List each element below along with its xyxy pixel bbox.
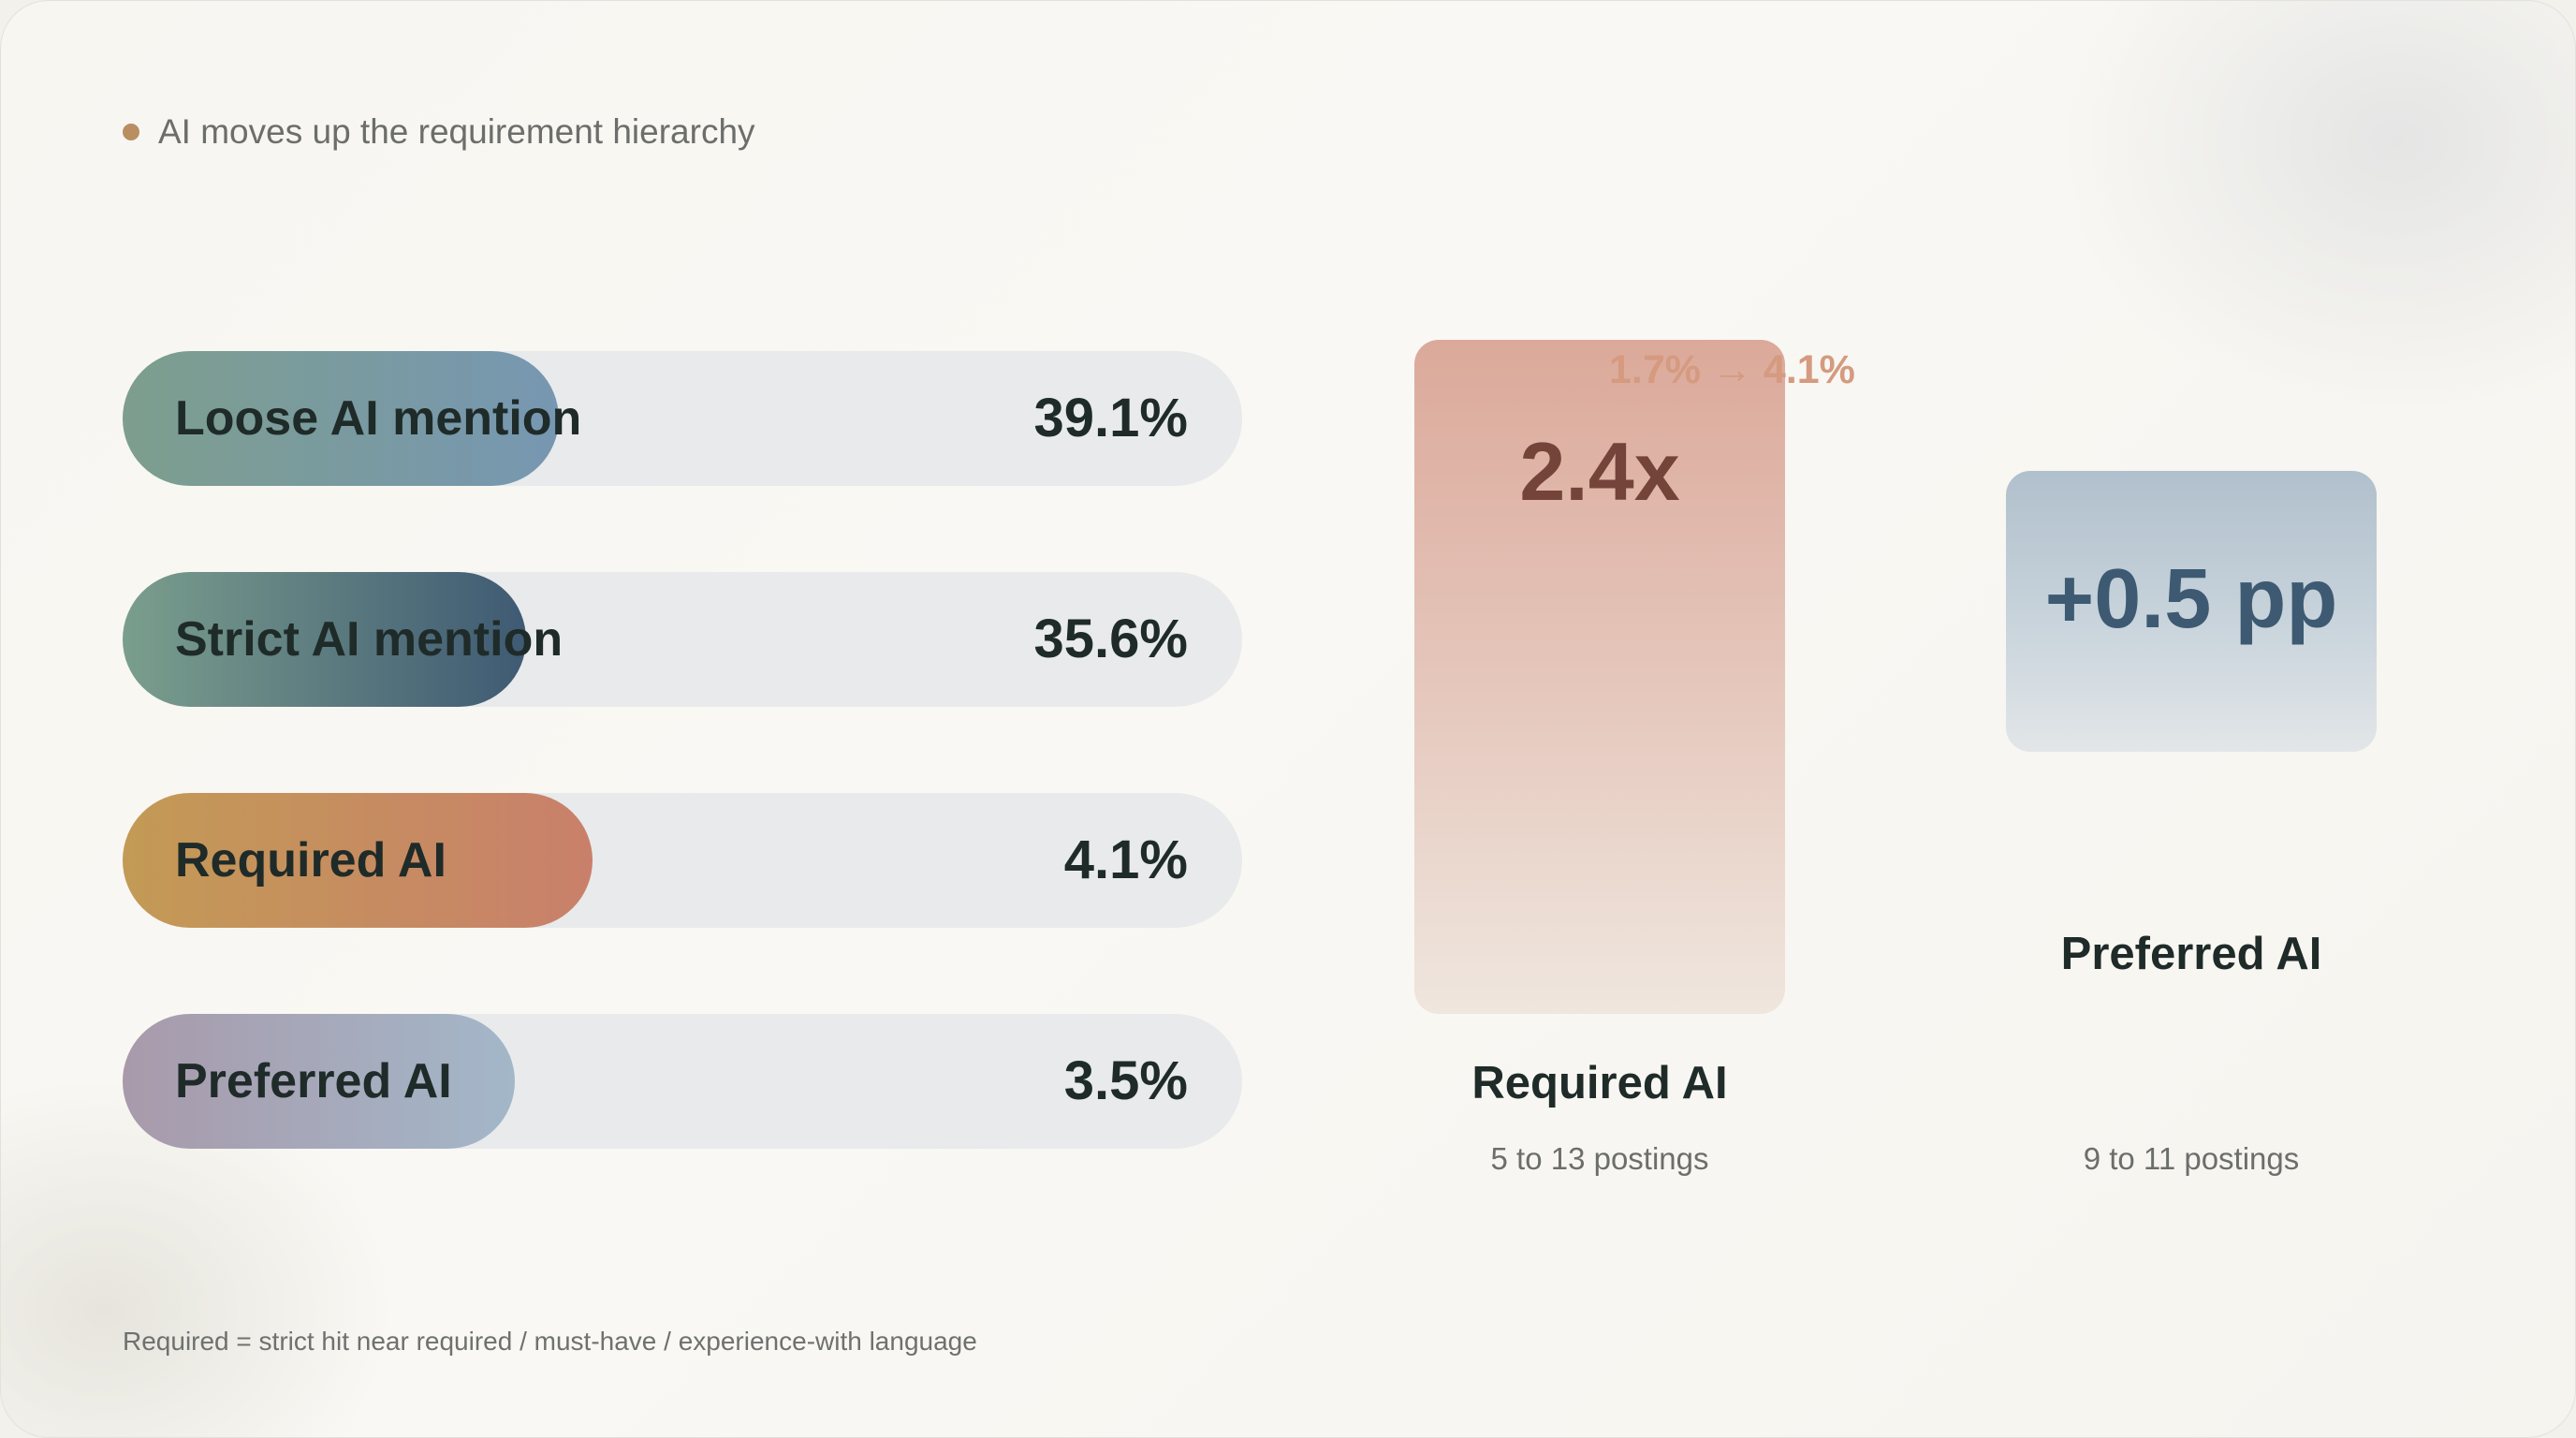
bar-fill (123, 351, 559, 486)
bullet-dot-icon (123, 124, 139, 140)
required-ai-change: 1.7% → 4.1% (1609, 347, 1855, 392)
preferred-ai-delta: +0.5 pp (2044, 552, 2338, 646)
bar-row: Required AI 4.1% (123, 793, 1242, 928)
bar-fill (123, 1014, 515, 1149)
bar-value: 35.6% (1033, 609, 1188, 669)
footnote: Required = strict hit near required / mu… (123, 1327, 977, 1356)
bar-label: Strict AI mention (175, 612, 564, 667)
bar-label: Preferred AI (175, 1054, 452, 1108)
horizontal-bar-chart: Loose AI mention 39.1% Strict AI mention 35… (123, 351, 1242, 1235)
bar-label: Required AI (175, 833, 446, 888)
bar-fill (123, 572, 526, 707)
bar-row: Loose AI mention 39.1% (123, 351, 1242, 486)
preferred-ai-tile: +0.5 pp (2006, 471, 2377, 752)
preferred-ai-title: Preferred AI (2060, 929, 2322, 979)
bar-fill (123, 793, 593, 928)
required-ai-postings: 5 to 13 postings (1490, 1141, 1709, 1176)
kicker: AI moves up the requirement hierarchy (123, 110, 755, 154)
bar-label: Loose AI mention (175, 391, 582, 446)
kicker-text: AI moves up the requirement hierarchy (158, 112, 755, 151)
preferred-ai-postings: 9 to 11 postings (2083, 1141, 2300, 1176)
required-ai-multiplier: 2.4x (1519, 425, 1680, 518)
bar-row: Preferred AI 3.5% (123, 1014, 1242, 1149)
bar-value: 4.1% (1063, 829, 1188, 890)
required-ai-tile: 2.4x (1414, 340, 1785, 1014)
bar-row: Strict AI mention 35.6% (123, 572, 1242, 707)
bar-value: 39.1% (1033, 388, 1188, 448)
bar-value: 3.5% (1063, 1050, 1188, 1111)
required-ai-title: Required AI (1471, 1058, 1728, 1108)
